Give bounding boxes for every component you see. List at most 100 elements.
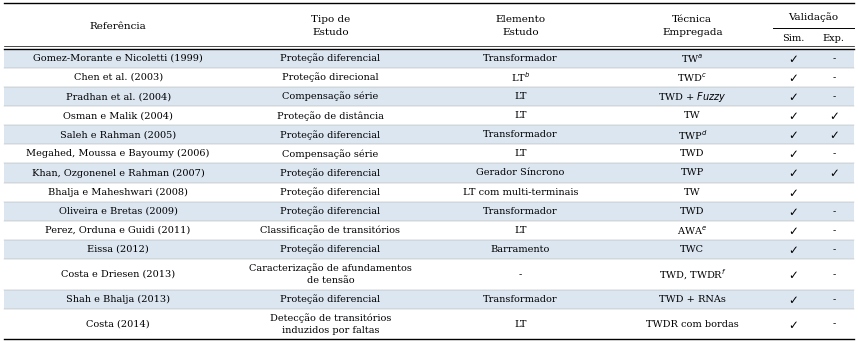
Text: Proteção diferencial: Proteção diferencial: [281, 168, 381, 178]
Text: TW: TW: [684, 188, 701, 197]
Text: $\checkmark$: $\checkmark$: [829, 128, 838, 141]
Bar: [4, 221, 854, 240]
Text: Gerador Síncrono: Gerador Síncrono: [476, 168, 565, 178]
Text: TWD$^{c}$: TWD$^{c}$: [677, 71, 707, 84]
Text: Proteção diferencial: Proteção diferencial: [281, 54, 381, 63]
Text: Saleh e Rahman (2005): Saleh e Rahman (2005): [60, 130, 176, 139]
Text: Exp.: Exp.: [823, 34, 845, 43]
Text: $\checkmark$: $\checkmark$: [789, 268, 798, 281]
Text: -: -: [832, 320, 836, 328]
Text: Osman e Malik (2004): Osman e Malik (2004): [63, 111, 173, 120]
Text: -: -: [832, 226, 836, 235]
Text: LT: LT: [514, 226, 527, 235]
Text: Proteção diferencial: Proteção diferencial: [281, 244, 381, 254]
Text: Classificação de transitórios: Classificação de transitórios: [261, 225, 401, 235]
Text: AWA$^{e}$: AWA$^{e}$: [677, 224, 707, 237]
Text: LT: LT: [514, 111, 527, 120]
Text: Sim.: Sim.: [782, 34, 805, 43]
Text: -: -: [832, 149, 836, 158]
Text: -: -: [832, 270, 836, 279]
Text: $\checkmark$: $\checkmark$: [829, 166, 838, 179]
Bar: [4, 309, 854, 339]
Text: TW$^{a}$: TW$^{a}$: [681, 52, 704, 64]
Text: $\checkmark$: $\checkmark$: [789, 147, 798, 160]
Text: TWD + $\mathit{Fuzzy}$: TWD + $\mathit{Fuzzy}$: [658, 90, 727, 104]
Text: Shah e Bhalja (2013): Shah e Bhalja (2013): [66, 295, 170, 304]
Text: LT: LT: [514, 320, 527, 328]
Text: Transformador: Transformador: [483, 54, 558, 63]
Text: Pradhan et al. (2004): Pradhan et al. (2004): [65, 92, 171, 101]
Text: TWD, TWDR$^{f}$: TWD, TWDR$^{f}$: [659, 267, 726, 282]
Bar: [4, 144, 854, 163]
Text: LT: LT: [514, 92, 527, 101]
Text: Gomez-Morante e Nicoletti (1999): Gomez-Morante e Nicoletti (1999): [33, 54, 203, 63]
Text: Compensação série: Compensação série: [282, 149, 378, 159]
Text: TWC: TWC: [680, 245, 704, 254]
Bar: [4, 163, 854, 182]
Bar: [4, 182, 854, 202]
Text: -: -: [832, 73, 836, 82]
Text: Perez, Orduna e Guidi (2011): Perez, Orduna e Guidi (2011): [45, 226, 190, 235]
Text: TWP: TWP: [680, 168, 704, 178]
Text: Megahed, Moussa e Bayoumy (2006): Megahed, Moussa e Bayoumy (2006): [27, 149, 210, 159]
Text: $\checkmark$: $\checkmark$: [789, 128, 798, 141]
Text: Barramento: Barramento: [491, 245, 550, 254]
Text: Proteção direcional: Proteção direcional: [282, 73, 378, 82]
Text: Eissa (2012): Eissa (2012): [88, 245, 149, 254]
Text: $\checkmark$: $\checkmark$: [789, 186, 798, 198]
Text: TW: TW: [684, 111, 701, 120]
Text: $\checkmark$: $\checkmark$: [789, 317, 798, 330]
Text: Costa (2014): Costa (2014): [87, 320, 150, 328]
Text: Bhalja e Maheshwari (2008): Bhalja e Maheshwari (2008): [48, 188, 188, 197]
Text: LT com multi-terminais: LT com multi-terminais: [462, 188, 578, 197]
Text: Transformador: Transformador: [483, 295, 558, 303]
Text: TWDR com bordas: TWDR com bordas: [646, 320, 739, 328]
Bar: [4, 106, 854, 125]
Text: TWD + RNAs: TWD + RNAs: [659, 295, 726, 303]
Text: $\checkmark$: $\checkmark$: [789, 109, 798, 122]
Bar: [4, 202, 854, 221]
Text: -: -: [832, 54, 836, 63]
Text: Chen et al. (2003): Chen et al. (2003): [74, 73, 163, 82]
Text: Tipo de
Estudo: Tipo de Estudo: [311, 15, 350, 37]
Bar: [4, 125, 854, 144]
Text: Khan, Ozgonenel e Rahman (2007): Khan, Ozgonenel e Rahman (2007): [32, 168, 204, 178]
Text: -: -: [832, 207, 836, 216]
Text: -: -: [832, 245, 836, 254]
Bar: [4, 87, 854, 106]
Text: LT$^{b}$: LT$^{b}$: [511, 71, 530, 84]
Text: Transformador: Transformador: [483, 130, 558, 139]
Text: $\checkmark$: $\checkmark$: [789, 205, 798, 218]
Text: $\checkmark$: $\checkmark$: [829, 109, 838, 122]
Bar: [4, 49, 854, 68]
Text: $\checkmark$: $\checkmark$: [789, 293, 798, 306]
Text: Proteção diferencial: Proteção diferencial: [281, 130, 381, 140]
Text: Oliveira e Bretas (2009): Oliveira e Bretas (2009): [58, 207, 178, 216]
Text: LT: LT: [514, 149, 527, 158]
Text: $\checkmark$: $\checkmark$: [789, 90, 798, 103]
Text: Referência: Referência: [90, 21, 147, 31]
Bar: [4, 3, 854, 49]
Text: $\checkmark$: $\checkmark$: [789, 166, 798, 179]
Text: $\checkmark$: $\checkmark$: [789, 71, 798, 84]
Bar: [4, 240, 854, 259]
Text: Proteção de distância: Proteção de distância: [277, 111, 384, 121]
Text: $\checkmark$: $\checkmark$: [789, 243, 798, 256]
Text: -: -: [519, 270, 522, 279]
Text: Técnica
Empregada: Técnica Empregada: [662, 15, 722, 37]
Text: Proteção diferencial: Proteção diferencial: [281, 294, 381, 304]
Text: Caracterização de afundamentos
de tensão: Caracterização de afundamentos de tensão: [249, 264, 412, 285]
Text: TWP$^{d}$: TWP$^{d}$: [678, 128, 707, 142]
Text: Transformador: Transformador: [483, 207, 558, 216]
Bar: [4, 290, 854, 309]
Bar: [4, 259, 854, 290]
Text: TWD: TWD: [680, 149, 704, 158]
Text: -: -: [832, 92, 836, 101]
Text: Validação: Validação: [789, 12, 838, 22]
Text: -: -: [832, 295, 836, 303]
Text: $\checkmark$: $\checkmark$: [789, 52, 798, 65]
Text: Detecção de transitórios
induzidos por faltas: Detecção de transitórios induzidos por f…: [269, 313, 391, 335]
Text: Costa e Driesen (2013): Costa e Driesen (2013): [61, 270, 175, 279]
Text: Compensação série: Compensação série: [282, 92, 378, 101]
Text: TWD: TWD: [680, 207, 704, 216]
